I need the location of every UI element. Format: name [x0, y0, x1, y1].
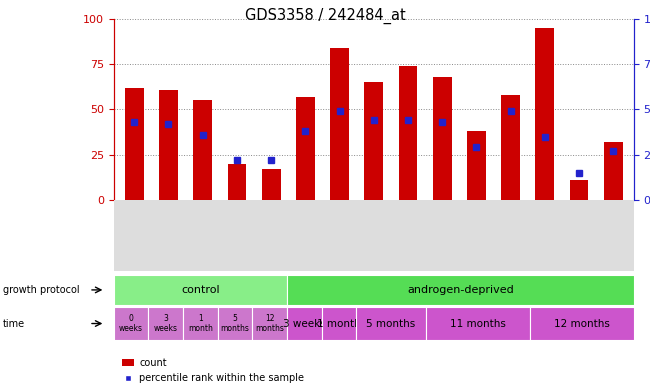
Text: androgen-deprived: androgen-deprived — [407, 285, 514, 295]
Text: 5 months: 5 months — [367, 318, 416, 329]
Bar — [159, 89, 178, 200]
Text: control: control — [181, 285, 220, 295]
Bar — [365, 83, 383, 200]
Text: 12 months: 12 months — [554, 318, 610, 329]
Bar — [569, 180, 588, 200]
Text: 0
weeks: 0 weeks — [119, 314, 143, 333]
Bar — [501, 95, 520, 200]
Text: 1 month: 1 month — [317, 318, 361, 329]
Bar — [604, 142, 623, 200]
Text: 11 months: 11 months — [450, 318, 506, 329]
Text: 3
weeks: 3 weeks — [154, 314, 177, 333]
Bar — [193, 101, 212, 200]
Text: GDS3358 / 242484_at: GDS3358 / 242484_at — [244, 8, 406, 24]
Bar — [262, 169, 281, 200]
Text: 5
months: 5 months — [220, 314, 250, 333]
Legend: count, percentile rank within the sample: count, percentile rank within the sample — [118, 354, 308, 384]
Text: 3 weeks: 3 weeks — [283, 318, 326, 329]
Bar — [296, 97, 315, 200]
Bar — [467, 131, 486, 200]
Text: time: time — [3, 318, 25, 329]
Bar — [227, 164, 246, 200]
Text: growth protocol: growth protocol — [3, 285, 80, 295]
Bar — [330, 48, 349, 200]
Bar — [125, 88, 144, 200]
Text: 1
month: 1 month — [188, 314, 213, 333]
Bar — [536, 28, 554, 200]
Bar — [433, 77, 452, 200]
Text: 12
months: 12 months — [255, 314, 284, 333]
Bar — [398, 66, 417, 200]
